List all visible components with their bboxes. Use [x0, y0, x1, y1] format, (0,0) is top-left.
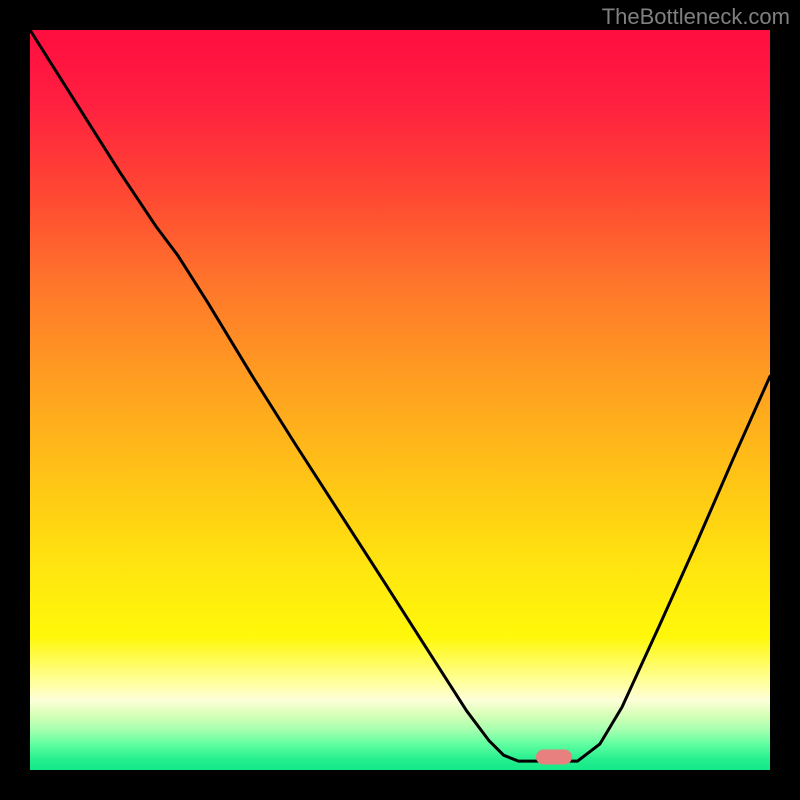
- curve-path: [30, 30, 770, 761]
- plot-area: [30, 30, 770, 770]
- attribution-text: TheBottleneck.com: [602, 4, 790, 30]
- bottleneck-curve: [30, 30, 770, 770]
- chart-container: TheBottleneck.com: [0, 0, 800, 800]
- optimal-marker: [536, 749, 572, 764]
